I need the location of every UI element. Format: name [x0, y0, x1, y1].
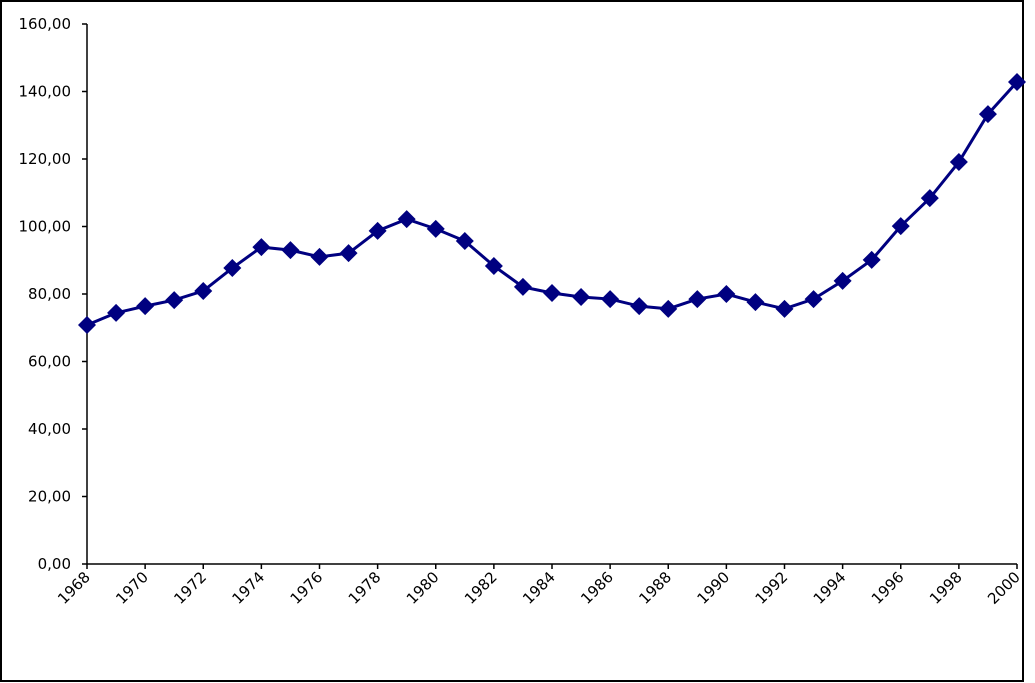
y-tick-label: 100,00: [19, 218, 72, 236]
marker: [804, 290, 823, 309]
marker: [572, 288, 591, 307]
y-tick-label: 40,00: [28, 420, 71, 438]
marker: [368, 221, 387, 240]
marker: [165, 291, 184, 310]
marker: [397, 210, 416, 229]
marker: [833, 271, 852, 290]
marker: [426, 219, 445, 238]
marker: [630, 297, 649, 316]
marker: [136, 297, 155, 316]
marker: [688, 290, 707, 309]
y-tick-label: 120,00: [19, 150, 72, 168]
y-tick-label: 0,00: [38, 555, 71, 573]
marker: [862, 250, 881, 269]
marker: [746, 293, 765, 312]
marker: [252, 238, 271, 257]
marker: [717, 285, 736, 303]
y-tick-label: 160,00: [19, 15, 72, 33]
marker: [455, 232, 474, 251]
marker: [223, 259, 242, 278]
marker: [978, 105, 997, 124]
marker: [1008, 73, 1026, 92]
marker: [543, 283, 561, 302]
marker: [339, 244, 358, 263]
marker: [949, 153, 968, 172]
marker: [310, 247, 329, 266]
marker: [775, 299, 794, 318]
marker: [920, 189, 939, 208]
marker: [78, 316, 96, 335]
marker: [281, 241, 300, 260]
marker: [194, 281, 213, 300]
marker: [513, 277, 532, 296]
y-tick-label: 140,00: [19, 83, 72, 101]
marker: [659, 299, 678, 318]
marker: [484, 256, 503, 275]
y-tick-label: 60,00: [28, 353, 71, 371]
marker: [107, 303, 126, 322]
marker: [601, 290, 620, 309]
y-tick-label: 80,00: [28, 285, 71, 303]
y-tick-label: 20,00: [28, 488, 71, 506]
marker: [891, 217, 910, 236]
